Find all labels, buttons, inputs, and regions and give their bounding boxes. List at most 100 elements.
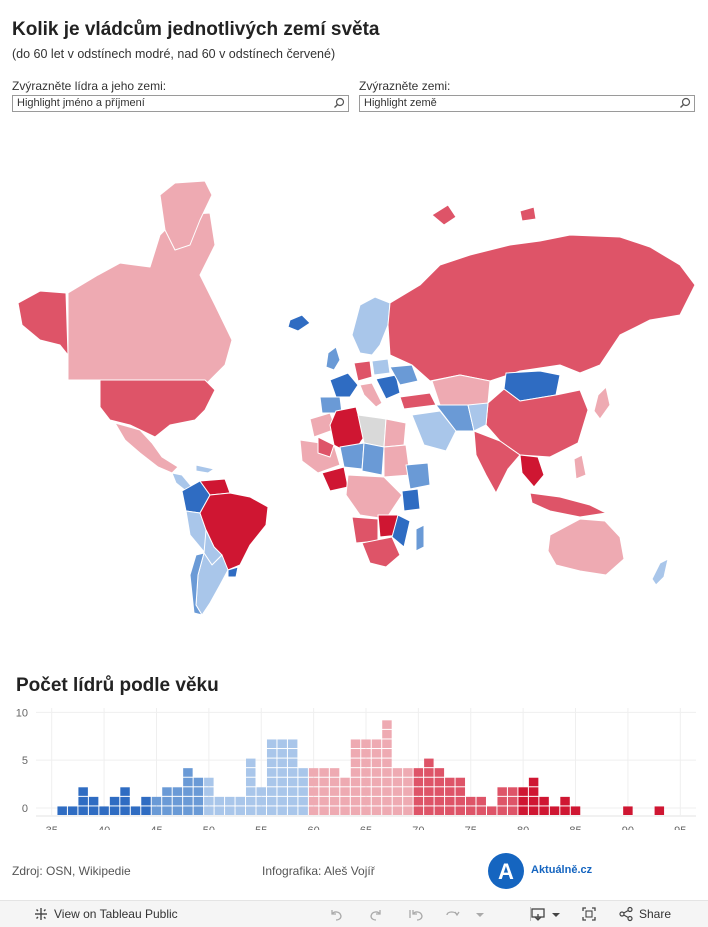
leader-cell[interactable] — [434, 768, 445, 777]
histogram-bar[interactable] — [329, 768, 340, 815]
refresh-icon[interactable] — [444, 907, 460, 923]
undo-icon[interactable] — [328, 907, 344, 923]
leader-cell[interactable] — [277, 787, 287, 796]
leader-cell[interactable] — [392, 768, 403, 777]
leader-cell[interactable] — [424, 806, 434, 815]
leader-cell[interactable] — [151, 796, 162, 806]
leader-cell[interactable] — [120, 787, 130, 796]
histogram-bar[interactable] — [466, 796, 476, 815]
revert-icon[interactable] — [408, 907, 424, 923]
histogram-bar[interactable] — [162, 787, 172, 815]
leader-cell[interactable] — [246, 768, 256, 777]
leader-cell[interactable] — [287, 749, 298, 758]
map-country-saudi-arabia[interactable] — [411, 410, 457, 452]
leader-cell[interactable] — [277, 768, 287, 777]
histogram-bar[interactable] — [392, 768, 403, 815]
leader-cell[interactable] — [193, 796, 204, 806]
leader-cell[interactable] — [507, 796, 518, 806]
histogram-bar[interactable] — [266, 739, 277, 815]
leader-cell[interactable] — [308, 787, 319, 796]
aktualne-logo[interactable]: A — [488, 853, 524, 889]
map-country-ethiopia[interactable] — [405, 462, 431, 490]
leader-cell[interactable] — [266, 749, 277, 758]
leader-cell[interactable] — [88, 806, 99, 815]
map-country-mali[interactable] — [317, 436, 335, 458]
histogram-bar[interactable] — [225, 796, 235, 815]
leader-cell[interactable] — [193, 806, 204, 815]
leader-cell[interactable] — [78, 787, 88, 796]
leader-cell[interactable] — [308, 796, 319, 806]
leader-cell[interactable] — [120, 796, 130, 806]
leader-cell[interactable] — [266, 739, 277, 749]
histogram-bar[interactable] — [413, 768, 424, 815]
leader-cell[interactable] — [67, 806, 78, 815]
leader-cell[interactable] — [434, 777, 445, 787]
histogram-bar[interactable] — [57, 806, 67, 815]
leader-cell[interactable] — [246, 787, 256, 796]
search-icon[interactable] — [679, 97, 691, 109]
leader-cell[interactable] — [424, 758, 434, 768]
map-country-poland[interactable] — [371, 358, 391, 376]
leader-cell[interactable] — [350, 749, 361, 758]
leader-cell[interactable] — [350, 739, 361, 749]
histogram-bar[interactable] — [518, 787, 528, 815]
map-country-russia[interactable] — [387, 234, 696, 382]
leader-cell[interactable] — [319, 777, 329, 787]
leader-cell[interactable] — [424, 787, 434, 796]
map-country-russia-island[interactable] — [431, 204, 457, 226]
leader-cell[interactable] — [528, 806, 539, 815]
leader-cell[interactable] — [298, 787, 308, 796]
leader-cell[interactable] — [361, 739, 371, 749]
histogram-bar[interactable] — [403, 768, 413, 815]
leader-cell[interactable] — [329, 796, 340, 806]
map-country-japan[interactable] — [593, 386, 611, 420]
map-country-india[interactable] — [473, 430, 521, 494]
leader-cell[interactable] — [340, 777, 350, 787]
leader-cell[interactable] — [497, 796, 507, 806]
map-country-new-zealand[interactable] — [651, 558, 669, 586]
leader-cell[interactable] — [225, 806, 235, 815]
map-country-italy[interactable] — [359, 382, 383, 408]
histogram-bars[interactable] — [57, 720, 665, 815]
map-country-balkans[interactable] — [375, 374, 401, 400]
leader-cell[interactable] — [539, 806, 549, 815]
leader-cell[interactable] — [403, 768, 413, 777]
leader-cell[interactable] — [486, 806, 497, 815]
leader-cell[interactable] — [382, 720, 392, 729]
leader-cell[interactable] — [204, 806, 214, 815]
leader-cell[interactable] — [141, 806, 151, 815]
download-dropdown-icon[interactable] — [548, 907, 564, 923]
leader-cell[interactable] — [361, 796, 371, 806]
logo-text[interactable]: Aktuálně.cz — [531, 864, 593, 876]
leader-cell[interactable] — [277, 749, 287, 758]
leader-cell[interactable] — [623, 806, 633, 815]
leader-cell[interactable] — [350, 768, 361, 777]
histogram-bar[interactable] — [424, 758, 434, 815]
histogram-bar[interactable] — [654, 806, 665, 815]
leader-cell[interactable] — [308, 806, 319, 815]
share-button[interactable]: Share — [618, 906, 671, 922]
leader-cell[interactable] — [88, 796, 99, 806]
histogram-bar[interactable] — [507, 787, 518, 815]
map-country-angola[interactable] — [351, 516, 379, 544]
leader-cell[interactable] — [162, 806, 172, 815]
leader-cell[interactable] — [183, 768, 193, 777]
histogram-bar[interactable] — [350, 739, 361, 815]
view-on-tableau-button[interactable]: View on Tableau Public — [33, 906, 178, 922]
leader-cell[interactable] — [403, 806, 413, 815]
leader-cell[interactable] — [183, 777, 193, 787]
age-histogram[interactable]: 0 5 10 35 40 45 50 55 60 65 70 75 80 85 90 95 — [0, 700, 708, 830]
leader-cell[interactable] — [340, 806, 350, 815]
map-country-canada[interactable] — [67, 212, 233, 386]
leader-cell[interactable] — [382, 749, 392, 758]
leader-cell[interactable] — [424, 777, 434, 787]
map-country-central-africa[interactable] — [345, 474, 403, 520]
map-country-arctic-island[interactable] — [519, 206, 537, 222]
leader-cell[interactable] — [413, 796, 424, 806]
map-country-scandinavia[interactable] — [351, 296, 391, 356]
leader-cell[interactable] — [287, 796, 298, 806]
histogram-bar[interactable] — [214, 796, 225, 815]
leader-cell[interactable] — [225, 796, 235, 806]
leader-cell[interactable] — [298, 796, 308, 806]
leader-cell[interactable] — [266, 787, 277, 796]
